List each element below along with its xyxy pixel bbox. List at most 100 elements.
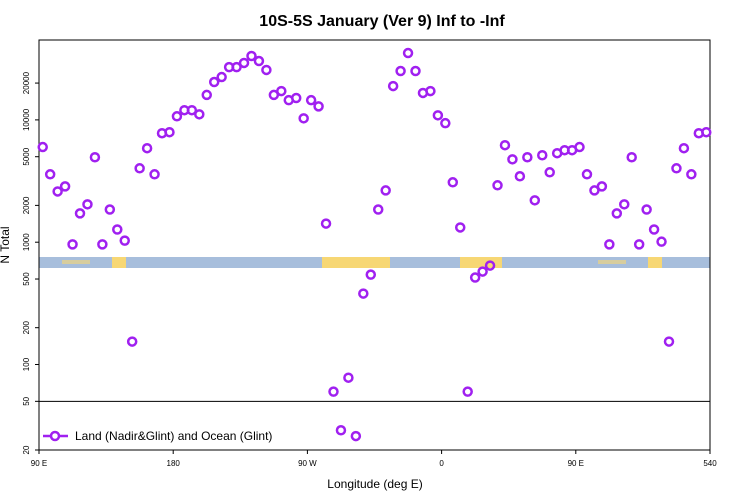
data-point — [112, 224, 123, 235]
data-point — [380, 185, 391, 196]
y-tick-label: 5000 — [22, 147, 31, 165]
data-point — [328, 386, 339, 397]
data-point — [619, 199, 630, 210]
data-point — [626, 151, 637, 163]
data-point — [507, 154, 518, 165]
y-tick-label: 2000 — [22, 196, 31, 214]
data-point — [350, 430, 362, 442]
data-point — [74, 208, 86, 219]
x-tick-label: 90 E — [568, 459, 584, 468]
data-point — [395, 65, 406, 77]
legend-label: Land (Nadir&Glint) and Ocean (Glint) — [75, 429, 272, 443]
data-point — [537, 149, 548, 161]
y-tick-label: 50 — [22, 396, 31, 405]
data-point — [432, 110, 444, 121]
data-point — [126, 336, 138, 347]
x-tick-label: 0 — [439, 459, 444, 468]
data-point — [596, 181, 608, 192]
y-tick-label: 100 — [22, 357, 31, 371]
y-tick-label: 200 — [22, 320, 31, 334]
data-point — [231, 61, 242, 73]
data-point — [149, 169, 160, 180]
data-point — [589, 185, 600, 196]
data-point — [246, 50, 257, 62]
data-point — [276, 85, 287, 97]
x-axis-label: Longitude (deg E) — [327, 477, 422, 491]
data-point — [82, 199, 93, 210]
data-point — [320, 218, 332, 229]
data-point — [529, 195, 541, 206]
data-point — [313, 101, 324, 112]
data-point — [611, 208, 623, 219]
data-point — [648, 224, 660, 235]
data-point — [358, 288, 369, 299]
x-tick-label: 180 — [167, 459, 181, 468]
data-point — [678, 142, 690, 154]
data-point — [544, 167, 555, 178]
data-point — [440, 117, 451, 129]
data-point — [37, 141, 48, 153]
data-point — [44, 169, 56, 180]
data-point — [97, 239, 108, 250]
data-point — [641, 204, 652, 215]
data-point — [633, 239, 645, 250]
data-point — [492, 180, 503, 191]
y-tick-label: 20000 — [22, 71, 31, 94]
data-point — [425, 85, 436, 97]
chart-title: 10S-5S January (Ver 9) Inf to -Inf — [259, 13, 505, 30]
data-point — [104, 204, 116, 215]
data-point — [238, 57, 250, 69]
data-point — [335, 425, 347, 436]
data-point — [477, 266, 488, 277]
y-tick-label: 10000 — [22, 108, 31, 131]
data-point — [141, 142, 153, 154]
data-point — [514, 171, 526, 182]
y-tick-label: 20 — [22, 445, 31, 454]
data-point — [686, 169, 697, 180]
data-point — [499, 139, 511, 151]
data-point — [365, 269, 377, 280]
data-point — [134, 163, 145, 174]
data-point — [298, 113, 309, 124]
data-point — [67, 239, 78, 250]
data-point — [201, 89, 212, 101]
data-point — [402, 47, 414, 59]
data-point — [671, 163, 682, 174]
data-point — [604, 239, 615, 250]
data-point — [581, 169, 593, 180]
data-point — [454, 222, 466, 233]
x-tick-label: 90 W — [298, 459, 317, 468]
data-point — [462, 386, 473, 397]
data-point — [574, 141, 585, 153]
x-tick-label: 540 — [703, 459, 717, 468]
data-point — [171, 111, 183, 122]
map-strip — [39, 257, 710, 268]
data-point — [343, 372, 354, 383]
data-point — [663, 336, 675, 347]
data-point — [89, 151, 101, 163]
data-point — [372, 204, 384, 215]
data-point — [59, 181, 71, 192]
data-point — [387, 80, 399, 92]
data-point — [253, 55, 265, 67]
data-point — [410, 65, 421, 77]
data-point — [261, 64, 272, 76]
data-point — [119, 235, 130, 246]
y-tick-label: 1000 — [22, 233, 31, 251]
y-axis-label: N Total — [0, 226, 12, 263]
data-point — [305, 94, 317, 106]
data-point — [164, 126, 175, 138]
data-point — [216, 71, 227, 83]
data-point — [194, 109, 205, 120]
legend-marker — [49, 430, 61, 442]
data-point — [447, 177, 459, 188]
y-tick-label: 500 — [22, 272, 31, 286]
data-point — [701, 126, 712, 138]
data-point — [208, 76, 220, 88]
data-point — [469, 272, 481, 283]
data-point — [484, 260, 496, 271]
data-point — [290, 92, 302, 104]
plot-frame — [38, 39, 711, 451]
data-point — [186, 104, 198, 116]
